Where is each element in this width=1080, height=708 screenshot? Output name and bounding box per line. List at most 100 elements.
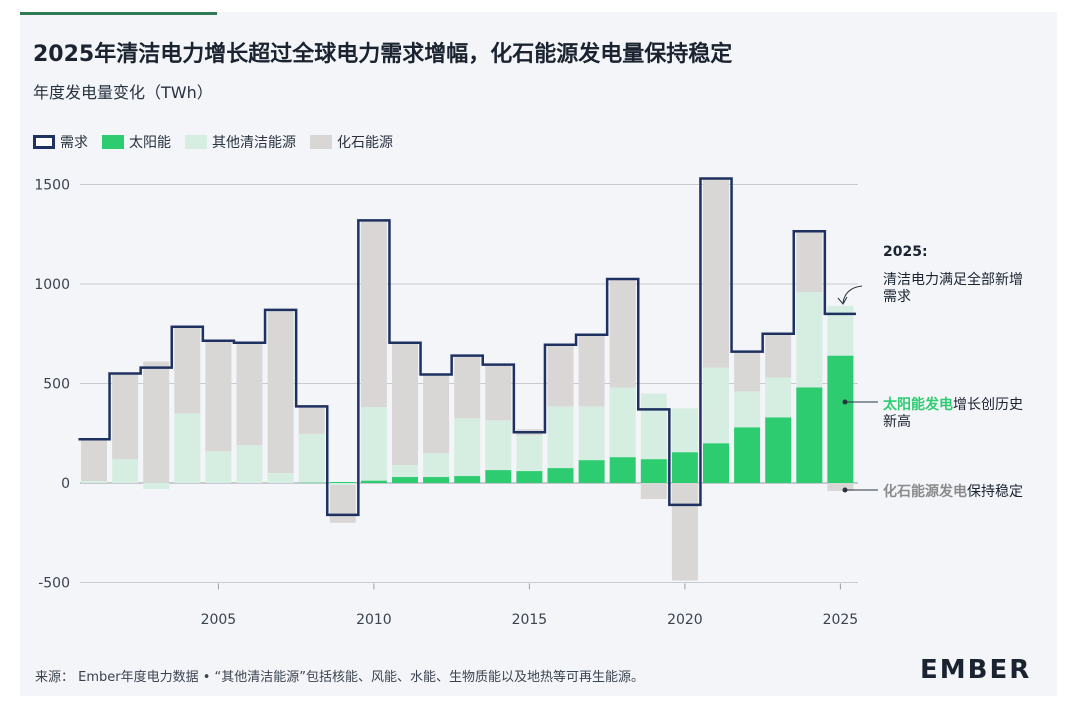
- legend-demand: 需求: [33, 132, 88, 152]
- bar-other_clean: [81, 481, 107, 483]
- chart-subtitle: 年度发电量变化（TWh）: [33, 83, 213, 102]
- annotation-solar-rest: 增长创历史新高: [883, 397, 1023, 430]
- demand-line: [78, 177, 856, 517]
- bar-fossil: [205, 339, 232, 452]
- bar-other_clean: [112, 459, 139, 483]
- bar-other_clean: [298, 433, 325, 483]
- bar-solar: [360, 480, 387, 483]
- bar-fossil: [329, 484, 356, 523]
- annotation-demand-arrowhead: [837, 296, 848, 305]
- bar-other_clean: [205, 451, 232, 483]
- chart-title: 2025年清洁电力增长超过全球电力需求增幅，化石能源发电量保持稳定: [33, 42, 733, 67]
- annotation-heading: 2025:: [883, 244, 928, 260]
- bar-solar: [765, 417, 792, 483]
- annotation-solar-bold: 太阳能发电: [883, 397, 953, 413]
- annotation-solar-dot: [842, 399, 848, 405]
- legend-fossil-label: 化石能源: [337, 135, 393, 151]
- bar-fossil: [454, 354, 481, 419]
- bar-other_clean: [703, 367, 729, 444]
- legend-solar-swatch: [102, 135, 124, 149]
- bar-fossil: [671, 483, 698, 581]
- legend-solar: 太阳能: [102, 132, 171, 152]
- bar-solar: [609, 457, 636, 483]
- bar-other_clean: [640, 393, 667, 460]
- bar-fossil: [765, 333, 792, 378]
- x-tick-label: 2015: [512, 612, 548, 628]
- bar-solar: [392, 477, 418, 483]
- source-footer: 来源： Ember年度电力数据 • “其他清洁能源”包括核能、风能、水能、生物质…: [35, 670, 645, 685]
- y-tick-label: 500: [43, 377, 70, 393]
- x-tick-label: 2010: [356, 612, 392, 628]
- bar-other_clean: [578, 406, 605, 461]
- bar-fossil: [703, 178, 729, 368]
- accent-bar: [20, 12, 217, 15]
- bar-other_clean: [174, 413, 201, 483]
- annotation-fossil-bold: 化石能源发电: [883, 484, 967, 500]
- bar-other_clean: [516, 435, 543, 472]
- bar-other_clean: [423, 453, 450, 478]
- bar-fossil: [392, 343, 418, 466]
- bar-solar: [423, 477, 450, 483]
- bar-fossil: [578, 334, 605, 407]
- bar-solar: [734, 427, 761, 483]
- legend-other-clean-label: 其他清洁能源: [212, 135, 296, 151]
- bar-fossil: [734, 351, 761, 392]
- bar-fossil: [485, 364, 512, 421]
- annotation-fossil-dot: [842, 487, 848, 493]
- bar-other_clean: [609, 387, 636, 458]
- bar-solar: [485, 470, 512, 483]
- bar-other_clean: [267, 473, 294, 483]
- annotation-solar: 太阳能发电增长创历史新高: [883, 397, 1033, 431]
- legend-solar-label: 太阳能: [129, 135, 171, 151]
- bar-other_clean: [671, 408, 698, 453]
- bar-other_clean: [392, 465, 418, 478]
- bar-fossil: [174, 325, 201, 414]
- bar-fossil: [236, 343, 263, 446]
- x-tick-label: 2020: [667, 612, 703, 628]
- bar-other_clean: [360, 406, 387, 481]
- bar-solar: [703, 443, 729, 483]
- bar-fossil: [423, 373, 450, 454]
- bar-fossil: [796, 232, 823, 292]
- bar-solar: [298, 482, 325, 484]
- legend-demand-label: 需求: [60, 135, 88, 151]
- bar-fossil: [112, 373, 139, 460]
- bar-other_clean: [485, 420, 512, 471]
- bar-solar: [454, 476, 481, 483]
- bar-solar: [640, 459, 667, 483]
- bar-other_clean: [236, 445, 263, 483]
- bar-other_clean: [796, 291, 823, 388]
- y-tick-label: 1000: [34, 277, 70, 293]
- bar-fossil: [640, 483, 667, 499]
- annotation-fossil-rest: 保持稳定: [967, 484, 1023, 500]
- y-tick-label: 1500: [34, 178, 70, 194]
- y-tick-label: 0: [61, 476, 70, 492]
- ember-logo: EMBER: [920, 655, 1032, 685]
- bar-fossil: [81, 439, 107, 482]
- legend-other-clean-swatch: [185, 135, 207, 149]
- legend-fossil: 化石能源: [310, 132, 393, 152]
- annotation-demand-arrow: [842, 285, 863, 304]
- bar-other_clean: [329, 483, 356, 485]
- bar-solar: [547, 468, 574, 483]
- bar-fossil: [609, 280, 636, 388]
- legend-fossil-swatch: [310, 135, 332, 149]
- legend-demand-swatch: [33, 135, 55, 149]
- bar-fossil: [143, 361, 170, 483]
- bar-other_clean: [547, 406, 574, 469]
- bar-solar: [516, 471, 543, 483]
- bar-solar: [796, 387, 823, 483]
- x-tick-label: 2005: [201, 612, 237, 628]
- bar-other_clean: [734, 391, 761, 428]
- legend: 需求 太阳能 其他清洁能源 化石能源: [33, 132, 393, 152]
- annotation-fossil: 化石能源发电保持稳定: [883, 484, 1033, 501]
- bar-fossil: [360, 219, 387, 407]
- bar-fossil: [547, 344, 574, 407]
- bar-fossil: [827, 483, 854, 491]
- x-tick-label: 2025: [823, 612, 859, 628]
- bar-solar: [578, 460, 605, 483]
- bar-other_clean: [454, 418, 481, 477]
- bar-other_clean: [143, 483, 170, 489]
- bar-other_clean: [765, 377, 792, 418]
